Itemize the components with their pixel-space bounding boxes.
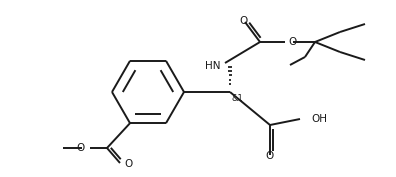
Text: OH: OH: [311, 114, 327, 124]
Text: O: O: [124, 159, 132, 169]
Text: O: O: [239, 16, 247, 26]
Text: O: O: [266, 151, 274, 161]
Text: O: O: [288, 37, 296, 47]
Text: O: O: [77, 143, 85, 153]
Text: &1: &1: [232, 94, 244, 103]
Text: HN: HN: [204, 61, 220, 71]
